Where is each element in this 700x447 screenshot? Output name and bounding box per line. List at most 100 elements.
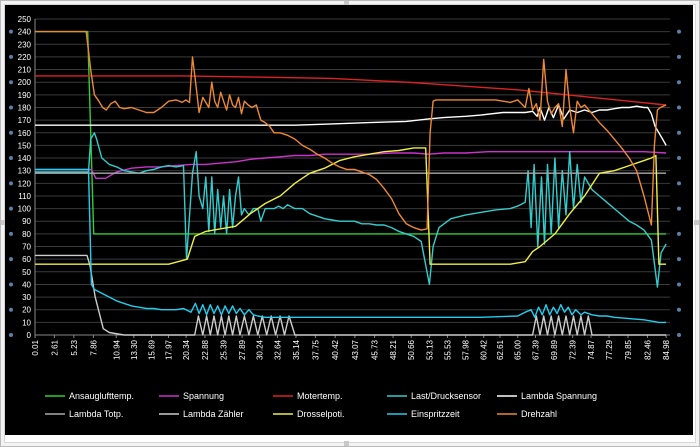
y-tick-label: 100 [18,205,32,214]
selection-handles [9,29,681,337]
y-tick-label: 10 [22,318,31,327]
x-tick-label: 84.98 [662,339,671,360]
y-tick-label: 190 [18,91,32,100]
y-tick-label: 40 [22,280,31,289]
selection-dot-right [677,206,681,211]
x-tick-label: 50.66 [407,339,416,360]
selection-dot-left [9,333,13,337]
y-tick-label: 110 [18,192,31,201]
x-tick-label: 60.42 [480,339,489,360]
x-tick-label: 67.39 [531,339,540,360]
x-tick-label: 77.29 [605,339,614,360]
x-tick-label: 22.88 [201,339,210,360]
x-tick-label: 57.98 [462,339,471,360]
x-tick-label: 79.85 [624,339,633,360]
legend-label-last-drucksensor: Last/Drucksensor [411,391,481,401]
selection-dot-right [677,54,681,59]
series-line-drosselpoti [35,147,667,265]
gridlines [35,18,670,336]
y-tick-label: 30 [22,293,31,302]
y-tick-label: 0 [27,331,32,340]
legend-label-lambda-spannung: Lambda Spannung [521,391,597,401]
selection-dot-right [677,80,681,85]
y-tick-label: 90 [22,217,31,226]
x-tick-label: 72.39 [569,339,578,360]
series-line-einspritzzeit [35,168,667,324]
x-tick-label: 45.73 [371,339,380,360]
x-tick-label: 55.53 [443,339,452,360]
y-tick-label: 120 [18,179,32,188]
x-tick-label: 48.21 [389,339,398,360]
y-tick-label: 240 [18,28,32,37]
series-line-spannung [35,151,667,179]
selection-dot-left [9,181,13,186]
legend-label-motertemp: Motertemp. [297,391,343,401]
legend-label-ansauglufttemp: Ansauglufttemp. [69,391,134,401]
selection-dot-left [9,80,13,85]
selection-dot-left [9,130,13,135]
x-axis: 0.01 2.61 5.23 7.86 10.94 13.30 15.69 17.97 20.3… [31,334,671,360]
chart-area: 0 10 20 30 40 50 60 70 80 90 100 110 120 130 140 150 160… [5,5,693,435]
legend-label-lambda-z-hler: Lambda Zähler [183,409,244,419]
x-tick-label: 65.00 [514,339,523,360]
selection-dot-left [9,307,13,312]
y-tick-label: 230 [18,40,32,49]
y-tick-label: 160 [18,129,32,138]
x-tick-label: 15.69 [148,339,157,360]
legend-label-drehzahl: Drehzahl [521,409,557,419]
x-tick-label: 69.89 [550,339,559,360]
x-tick-label: 82.46 [643,339,652,360]
x-tick-label: 25.39 [220,339,229,360]
y-tick-label: 140 [18,154,32,163]
x-tick-label: 32.64 [273,339,282,360]
y-tick-label: 170 [18,116,32,125]
resize-handle-left[interactable] [1,220,6,225]
selection-dot-right [677,29,681,34]
legend-label-lambda-totp: Lambda Totp. [69,409,123,419]
x-tick-label: 53.13 [426,339,435,360]
y-tick-label: 80 [22,230,31,239]
resize-handle-bottom[interactable] [344,441,349,446]
x-tick-label: 74.87 [587,339,596,360]
x-tick-label: 17.97 [164,339,173,360]
y-tick-label: 150 [18,141,32,150]
selection-dot-right [677,333,681,337]
selection-dot-right [677,257,681,262]
y-tick-label: 210 [18,66,32,75]
series-line-drehzahl [35,30,667,231]
selection-dot-right [677,282,681,287]
selection-dot-right [677,156,681,161]
selection-dot-left [9,156,13,161]
x-tick-label: 40.42 [331,339,340,360]
selection-dot-right [677,181,681,186]
resize-handle-right[interactable] [694,220,699,225]
y-tick-label: 250 [18,15,32,24]
legend-label-drosselpoti: Drosselpoti. [297,409,345,419]
selection-dot-left [9,105,13,110]
y-axis: 0 10 20 30 40 50 60 70 80 90 100 110 120 130 140 150 160… [18,15,36,340]
x-tick-label: 13.30 [130,339,139,360]
series-line-lambda-z-hler [35,254,667,336]
legend: Ansauglufttemp. Spannung Motertemp. Last/Dr… [45,391,597,419]
selection-dot-right [677,105,681,110]
selection-dot-left [9,257,13,262]
y-tick-label: 50 [22,268,31,277]
y-tick-label: 20 [22,306,31,315]
selection-dot-left [9,29,13,34]
x-tick-label: 62.61 [496,339,505,360]
x-tick-label: 43.07 [351,339,360,360]
selection-dot-right [677,130,681,135]
y-tick-label: 130 [18,167,32,176]
line-chart: 0 10 20 30 40 50 60 70 80 90 100 110 120 130 140 150 160… [9,15,681,419]
y-tick-label: 200 [18,78,32,87]
x-tick-label: 27.89 [238,339,247,360]
resize-handle-top[interactable] [344,1,349,6]
y-tick-label: 60 [22,255,31,264]
selection-dot-left [9,54,13,59]
selection-dot-right [677,307,681,312]
series-line-lambda-spannung [35,104,667,146]
selection-dot-left [9,231,13,236]
series-line-motertemp [35,75,667,106]
x-tick-label: 0.01 [31,339,40,355]
y-tick-label: 180 [18,103,32,112]
